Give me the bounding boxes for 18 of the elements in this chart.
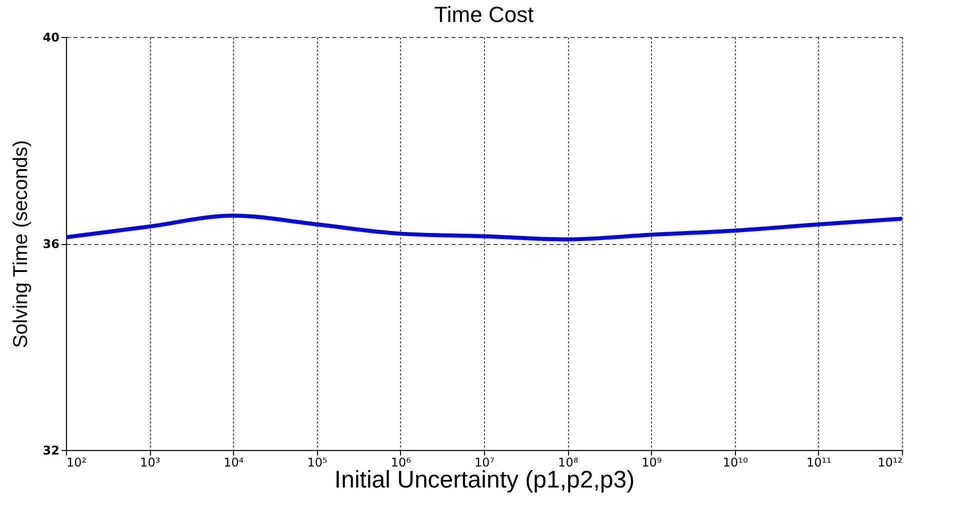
x-axis-title: Initial Uncertainty (p1,p2,p3) <box>334 466 635 494</box>
chart-title: Time Cost <box>434 2 534 27</box>
x-tick-label: 10² <box>66 456 87 470</box>
y-axis-title: Solving Time (seconds) <box>10 140 32 348</box>
y-tick-label: 32 <box>42 444 60 458</box>
x-tick-label: 10⁹ <box>642 456 662 470</box>
x-tick-label: 10⁸ <box>558 456 578 470</box>
y-tick-label: 40 <box>42 30 60 44</box>
x-tick-label: 10⁷ <box>474 456 495 470</box>
line-series <box>66 214 902 242</box>
x-tick-label: 10⁶ <box>390 456 412 470</box>
x-tick-label: 10¹² <box>878 456 903 470</box>
y-tick-label: 36 <box>42 237 60 251</box>
x-tick-label: 10¹⁰ <box>722 456 748 470</box>
x-tick-label: 10⁵ <box>307 456 328 470</box>
x-tick-label: 10³ <box>140 456 160 470</box>
x-tick-label: 10¹¹ <box>806 456 832 470</box>
x-tick-label: 10⁴ <box>224 456 244 470</box>
